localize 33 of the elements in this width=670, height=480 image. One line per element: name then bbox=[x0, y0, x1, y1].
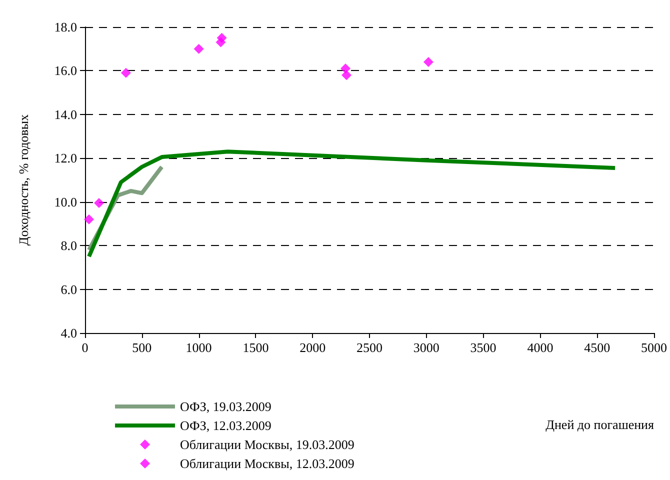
y-tick-label: 18.0 bbox=[54, 20, 77, 34]
x-tick-label: 1500 bbox=[242, 340, 269, 355]
point bbox=[342, 70, 352, 80]
y-tick-label: 14.0 bbox=[54, 106, 77, 122]
x-axis-title: Дней до погашения bbox=[546, 417, 654, 432]
y-axis-title: Доходность, % годовых bbox=[16, 114, 31, 246]
x-tick-label: 4500 bbox=[584, 340, 610, 355]
y-tick-label: 16.0 bbox=[54, 63, 77, 78]
point bbox=[194, 44, 204, 54]
x-tick-label: 2000 bbox=[300, 340, 326, 355]
legend-label: Облигации Москвы, 12.03.2009 bbox=[180, 456, 354, 471]
x-tick-label: 3500 bbox=[470, 340, 496, 355]
point bbox=[216, 32, 227, 43]
y-tick-label: 6.0 bbox=[60, 282, 77, 297]
x-tick-label: 0 bbox=[82, 340, 88, 355]
y-tick-label: 10.0 bbox=[54, 194, 77, 210]
y-tick-label: 12.0 bbox=[54, 150, 77, 166]
point bbox=[94, 198, 104, 208]
point bbox=[84, 214, 94, 224]
legend-label: Облигации Москвы, 19.03.2009 bbox=[180, 437, 354, 452]
x-tick-label: 3000 bbox=[413, 340, 440, 355]
line-series bbox=[86, 150, 618, 258]
point bbox=[120, 68, 131, 78]
y-tick-label: 4.0 bbox=[60, 326, 77, 340]
legend-label: ОФЗ, 12.03.2009 bbox=[180, 418, 272, 433]
x-tick-label: 5000 bbox=[641, 340, 667, 355]
y-tick-label: 8.0 bbox=[60, 238, 77, 254]
point bbox=[423, 56, 434, 67]
x-tick-label: 2500 bbox=[356, 340, 382, 355]
legend-label: ОФЗ, 19.03.2009 bbox=[180, 399, 272, 414]
x-tick-label: 1000 bbox=[186, 340, 212, 355]
x-tick-label: 500 bbox=[132, 340, 152, 355]
x-tick-label: 4000 bbox=[527, 340, 554, 355]
